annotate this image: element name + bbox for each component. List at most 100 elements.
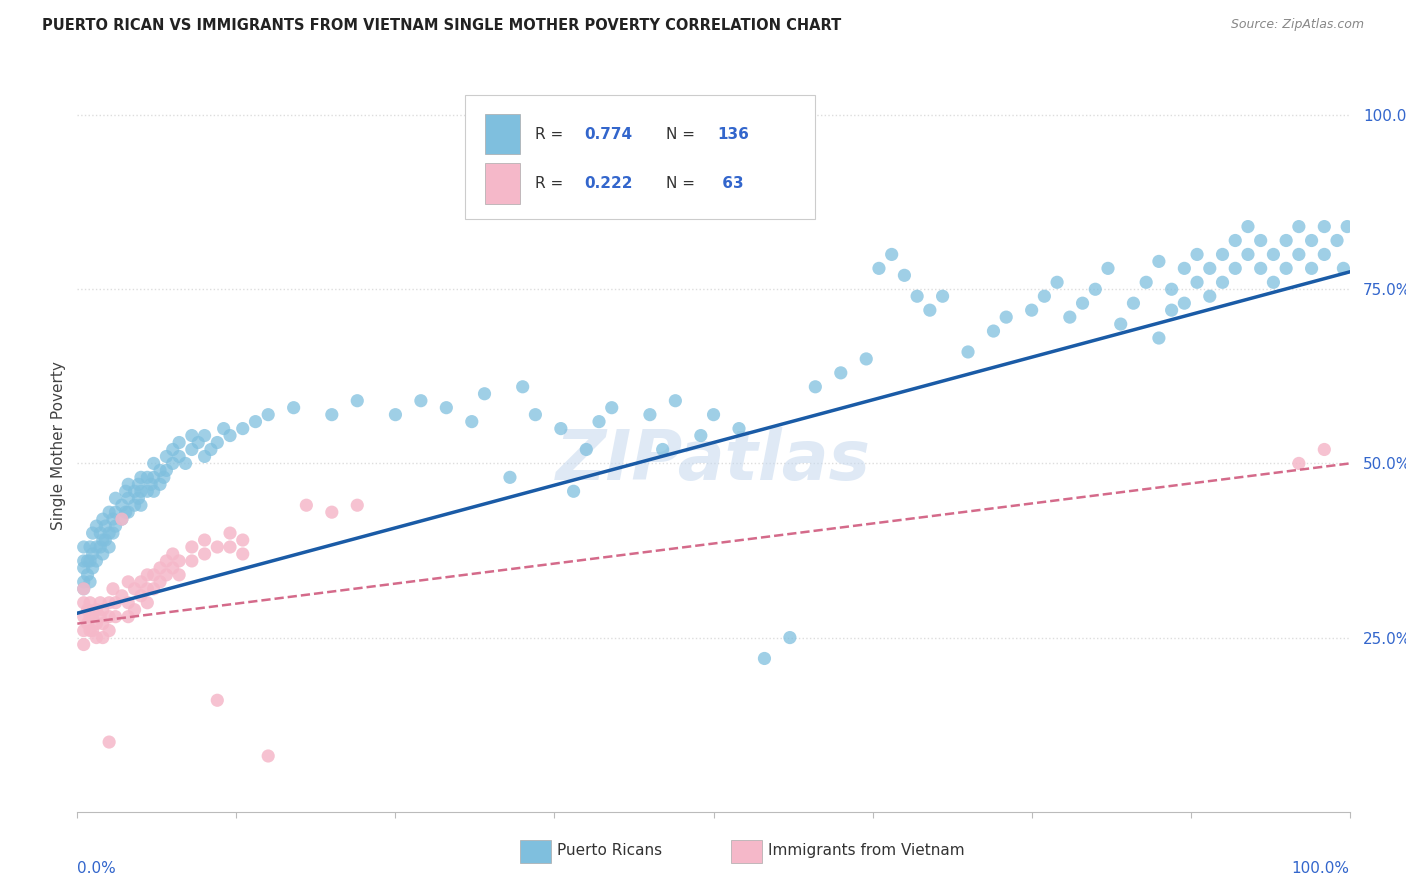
Point — [1225, 234, 1247, 248]
Text: N =: N = — [666, 127, 700, 142]
Point — [1173, 261, 1195, 276]
FancyBboxPatch shape — [485, 163, 520, 203]
Point — [499, 470, 522, 484]
Point — [409, 393, 432, 408]
Point — [76, 554, 98, 568]
Point — [91, 603, 114, 617]
Point — [1301, 261, 1323, 276]
Point — [1237, 247, 1260, 261]
Point — [600, 401, 623, 415]
Point — [162, 457, 184, 471]
Point — [689, 428, 711, 442]
Point — [127, 477, 149, 491]
Point — [880, 247, 903, 261]
Text: PUERTO RICAN VS IMMIGRANTS FROM VIETNAM SINGLE MOTHER POVERTY CORRELATION CHART: PUERTO RICAN VS IMMIGRANTS FROM VIETNAM … — [42, 18, 841, 33]
Point — [117, 491, 139, 506]
Point — [73, 638, 96, 652]
Point — [194, 533, 217, 547]
Point — [104, 505, 127, 519]
Point — [194, 450, 217, 464]
Point — [136, 470, 159, 484]
Point — [142, 457, 165, 471]
Point — [905, 289, 928, 303]
Point — [117, 477, 139, 491]
Point — [94, 533, 117, 547]
Point — [167, 554, 190, 568]
Point — [142, 567, 165, 582]
Point — [98, 624, 121, 638]
Point — [893, 268, 915, 283]
Point — [98, 505, 121, 519]
Point — [124, 484, 146, 499]
Point — [1301, 234, 1323, 248]
Point — [89, 540, 111, 554]
Point — [194, 547, 217, 561]
Point — [149, 561, 172, 575]
Point — [219, 526, 242, 541]
Text: 100.0%: 100.0% — [1292, 861, 1350, 876]
Point — [111, 498, 134, 512]
Point — [76, 603, 98, 617]
Text: 0.0%: 0.0% — [77, 861, 117, 876]
Point — [79, 609, 101, 624]
Point — [1288, 219, 1310, 234]
Point — [1313, 219, 1336, 234]
Point — [101, 512, 124, 526]
Point — [79, 554, 101, 568]
Point — [1160, 303, 1182, 318]
Point — [1084, 282, 1107, 296]
Point — [114, 484, 136, 499]
Point — [1263, 275, 1285, 289]
Point — [117, 596, 139, 610]
Point — [1275, 261, 1298, 276]
Point — [664, 393, 686, 408]
Point — [114, 505, 136, 519]
Point — [207, 435, 229, 450]
Point — [461, 415, 484, 429]
Point — [434, 401, 457, 415]
Point — [91, 512, 114, 526]
Point — [129, 470, 152, 484]
Point — [1275, 234, 1298, 248]
Point — [1336, 219, 1358, 234]
Point — [89, 526, 111, 541]
Point — [167, 435, 190, 450]
Point — [162, 561, 184, 575]
Point — [82, 609, 104, 624]
Point — [187, 435, 209, 450]
Point — [1059, 310, 1081, 325]
Point — [212, 421, 235, 435]
Point — [89, 609, 111, 624]
Point — [79, 574, 101, 589]
Point — [76, 616, 98, 631]
Point — [207, 693, 229, 707]
Point — [73, 582, 96, 596]
Point — [855, 351, 877, 366]
Point — [86, 554, 108, 568]
Point — [575, 442, 598, 457]
Point — [1046, 275, 1069, 289]
Point — [983, 324, 1005, 338]
Point — [153, 470, 176, 484]
Point — [142, 470, 165, 484]
Point — [1313, 247, 1336, 261]
Point — [73, 582, 96, 596]
Point — [346, 393, 368, 408]
Point — [728, 421, 751, 435]
Point — [180, 540, 202, 554]
Y-axis label: Single Mother Poverty: Single Mother Poverty — [51, 361, 66, 531]
Text: 136: 136 — [717, 127, 749, 142]
Point — [117, 609, 139, 624]
Text: N =: N = — [666, 176, 700, 191]
Point — [149, 574, 172, 589]
Point — [957, 345, 980, 359]
Point — [73, 574, 96, 589]
Point — [155, 463, 177, 477]
Point — [1135, 275, 1157, 289]
Point — [1185, 247, 1208, 261]
Point — [73, 554, 96, 568]
Point — [104, 519, 127, 533]
Point — [142, 582, 165, 596]
Point — [174, 457, 197, 471]
Point — [295, 498, 318, 512]
